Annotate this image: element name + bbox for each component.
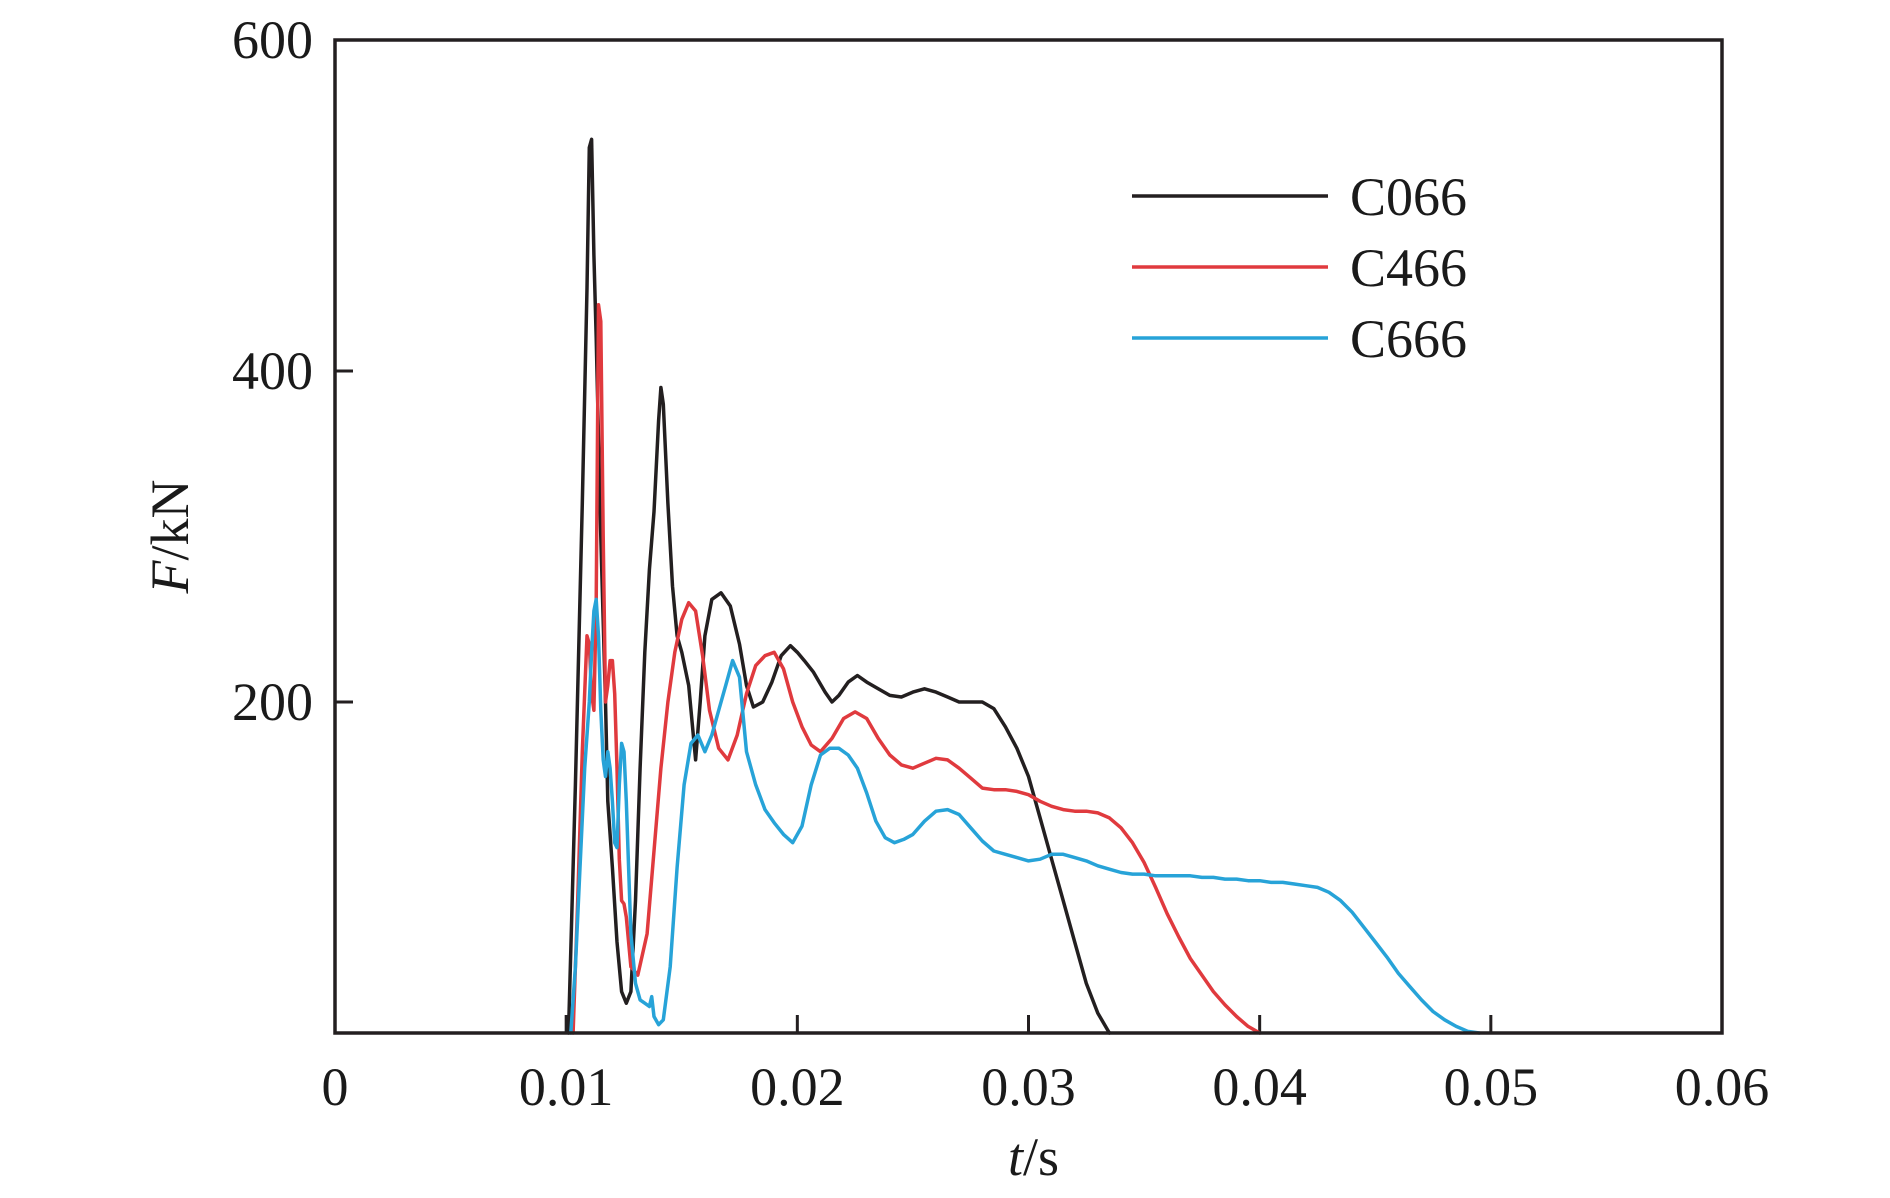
x-tick-label: 0 (322, 1057, 349, 1117)
y-axis-label-var: F (140, 560, 200, 595)
plot-frame (333, 38, 1724, 1035)
series-line-c066 (566, 137, 1112, 1035)
legend-label-c666: C666 (1350, 309, 1467, 369)
x-tick-label: 0.01 (519, 1057, 614, 1117)
x-tick-label: 0.03 (981, 1057, 1076, 1117)
legend-label-c066: C066 (1350, 167, 1467, 227)
y-tick-label: 200 (232, 672, 313, 732)
legend-label-c466: C466 (1350, 238, 1467, 298)
axes-layer: 0 0.01 0.02 0.03 0.04 0.05 0.06 200 400 600 (232, 10, 1769, 1117)
x-tick-label: 0.02 (750, 1057, 845, 1117)
x-tick-label: 0.06 (1675, 1057, 1770, 1117)
x-axis-label: t/s (1008, 1127, 1059, 1187)
legend: C066 C466 C666 (1132, 167, 1467, 369)
y-tick-label: 400 (232, 341, 313, 401)
series-line-c466 (571, 303, 1262, 1035)
x-tick-label: 0.04 (1212, 1057, 1307, 1117)
x-axis-label-unit: /s (1023, 1127, 1059, 1187)
x-axis-label-var: t (1008, 1127, 1025, 1187)
series-line-c666 (569, 597, 1482, 1035)
x-tick-label: 0.05 (1444, 1057, 1539, 1117)
y-axis-label-unit: /kN (140, 480, 200, 561)
y-axis-label: F/kN (140, 480, 200, 595)
y-tick-label: 600 (232, 10, 313, 70)
series-layer (566, 137, 1482, 1035)
